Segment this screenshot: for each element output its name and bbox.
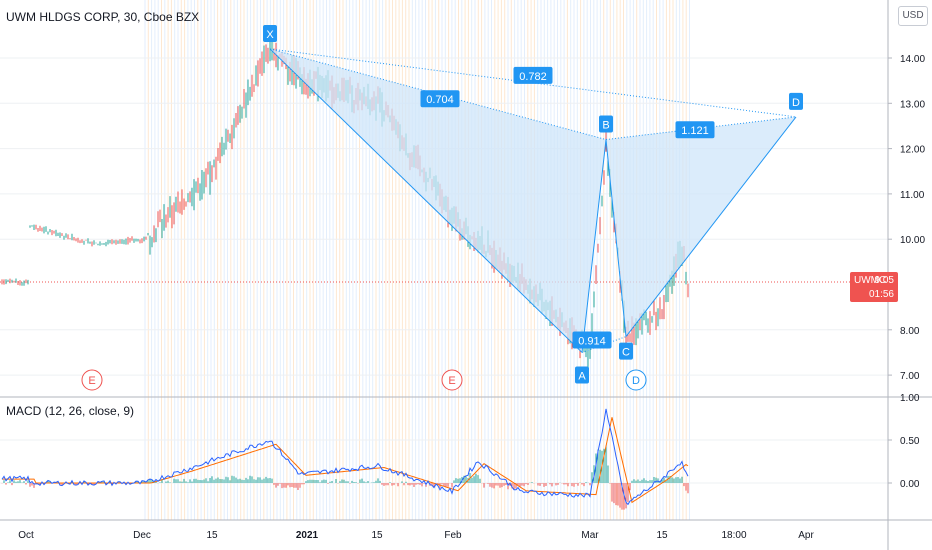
price-tick-label: 11.00 — [900, 190, 925, 201]
time-tick-label: 15 — [656, 530, 668, 541]
event-marker-label: E — [88, 375, 95, 387]
ratio-label-box — [675, 121, 715, 139]
ratio-label-box — [420, 90, 460, 108]
event-marker-label: E — [448, 375, 455, 387]
time-tick-label: Dec — [133, 530, 151, 541]
chart-title: UWM HLDGS CORP, 30, Cboe BZX — [6, 10, 200, 24]
price-tick-label: 12.00 — [900, 145, 925, 156]
ratio-label: 1.121 — [681, 125, 709, 137]
ratio-label-box — [572, 331, 612, 349]
time-tick-label: 2021 — [296, 530, 319, 541]
macd-pane — [1, 408, 689, 510]
ratio-label-box — [513, 66, 553, 84]
event-marker — [441, 369, 463, 391]
current-price-tag: UWMC 9.05 01:56 — [850, 272, 898, 302]
price-value: 9.05 — [874, 275, 894, 286]
price-tick-label: 10.00 — [900, 235, 925, 246]
pattern-ratio-line — [605, 116, 797, 141]
time-tick-label: Mar — [581, 530, 599, 541]
macd-tick-label: 0.50 — [900, 436, 920, 447]
pattern-point-box — [619, 342, 633, 360]
pattern-leg — [581, 139, 607, 353]
pattern-point-box — [789, 92, 803, 110]
pattern-leg — [625, 116, 797, 337]
time-tick-label: Apr — [798, 530, 814, 541]
pattern-point-box — [575, 366, 589, 384]
pattern-ratio-line — [269, 48, 797, 118]
harmonic-pattern[interactable]: X A B C D 0.704 0.782 1.121 0.914 — [263, 24, 803, 384]
price-tick-label: 14.00 — [900, 54, 925, 65]
macd-line — [1, 408, 689, 506]
pattern-leg — [269, 48, 583, 353]
pattern-point-box — [263, 24, 277, 42]
time-tick-label: 18:00 — [721, 530, 746, 541]
pattern-point-label: D — [792, 97, 800, 109]
event-marker — [81, 369, 103, 391]
symbol-label: UWMC — [854, 275, 887, 286]
price-tick-label: 8.00 — [900, 326, 920, 337]
macd-tick-label: 0.00 — [900, 479, 920, 490]
ratio-label: 0.704 — [426, 94, 454, 106]
macd-tick-label: 1.00 — [900, 393, 920, 404]
pattern-point-box — [599, 115, 613, 133]
pattern-fill-xab — [270, 48, 606, 353]
session-background — [144, 0, 690, 520]
bar-countdown: 01:56 — [868, 289, 894, 300]
pattern-point-label: C — [622, 347, 630, 359]
pattern-point-label: B — [602, 120, 609, 132]
event-marker-label: D — [632, 375, 640, 387]
macd-title: MACD (12, 26, close, 9) — [6, 404, 135, 418]
price-tick-label: 7.00 — [900, 371, 920, 382]
pattern-leg — [605, 139, 627, 337]
currency-button[interactable]: USD — [898, 6, 928, 26]
time-tick-label: 15 — [371, 530, 383, 541]
time-tick-label: Feb — [444, 530, 462, 541]
price-tick-label: 13.00 — [900, 99, 925, 110]
pattern-fill-bcd — [606, 116, 796, 337]
time-tick-label: 15 — [206, 530, 218, 541]
pattern-point-label: X — [266, 29, 274, 41]
pattern-point-label: A — [578, 370, 586, 382]
macd-signal-line — [2, 417, 689, 504]
event-marker — [625, 369, 647, 391]
ratio-label: 0.914 — [578, 336, 606, 348]
ratio-label: 0.782 — [519, 71, 547, 83]
time-tick-label: Oct — [18, 530, 34, 541]
